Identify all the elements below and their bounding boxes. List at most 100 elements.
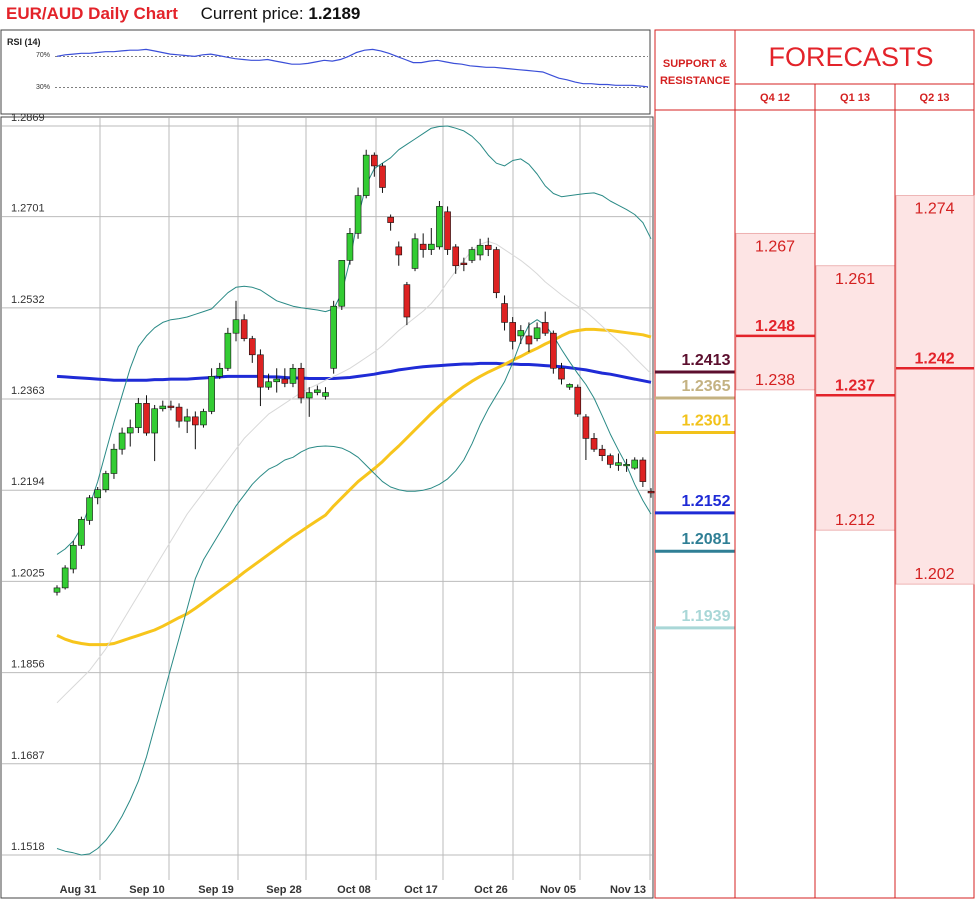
- candle-body: [192, 416, 199, 426]
- x-tick-label: Aug 31: [60, 884, 97, 896]
- forecast-low-label: 1.202: [914, 566, 954, 583]
- forecast-title: FORECASTS: [768, 42, 933, 72]
- current-price-label: Current price:: [200, 4, 304, 23]
- candle-body: [265, 381, 272, 388]
- candle-body: [615, 462, 622, 466]
- sr-panel: [654, 29, 736, 899]
- candle-body: [525, 335, 533, 345]
- forecast-low-label: 1.238: [755, 372, 795, 389]
- grid-layer: [2, 118, 652, 880]
- pair-title: EUR/AUD Daily Chart: [6, 4, 178, 23]
- candle-body: [78, 519, 85, 546]
- forecast-low-label: 1.212: [835, 512, 875, 529]
- forecast-range-box: [815, 265, 896, 531]
- candle-body: [102, 473, 110, 490]
- candle-body: [598, 448, 606, 456]
- candle-body: [493, 249, 500, 294]
- candles-layer: [53, 149, 655, 596]
- y-tick-label: 1.1518: [11, 841, 45, 853]
- forecast-high-label: 1.274: [914, 201, 954, 218]
- y-tick-label: 1.2363: [11, 385, 45, 397]
- rsi-tick-30: 30%: [36, 84, 50, 91]
- candle-body: [379, 165, 386, 188]
- candle-body: [550, 332, 557, 369]
- y-tick-label: 1.2532: [11, 294, 45, 306]
- candle-body: [411, 238, 419, 269]
- x-tick-label: Sep 10: [129, 884, 164, 896]
- sr-title-line1: SUPPORT &: [663, 58, 727, 70]
- sr-levels: 1.2413 1.2365 1.2301 1.2152 1.2081 1.1939: [655, 352, 735, 630]
- candle-body: [607, 455, 614, 465]
- price-panel: [0, 116, 654, 899]
- candle-body: [297, 367, 305, 399]
- candle-body: [436, 206, 443, 248]
- candle-body: [403, 284, 411, 318]
- candle-body: [232, 319, 240, 334]
- y-tick-label: 1.2194: [11, 476, 45, 488]
- candle-body: [216, 367, 224, 377]
- candle-body: [566, 384, 573, 388]
- forecast-col-header: Q4 12: [760, 92, 790, 104]
- candle-body: [484, 244, 492, 250]
- x-tick-label: Oct 08: [337, 884, 371, 896]
- rsi-panel: [0, 29, 651, 115]
- candle-body: [314, 389, 321, 393]
- forecast-mid-label: 1.237: [835, 377, 875, 394]
- forecast-col-header: Q2 13: [920, 92, 950, 104]
- candle-body: [574, 386, 582, 415]
- candle-body: [468, 249, 476, 261]
- y-tick-label: 1.2701: [11, 203, 45, 215]
- forecast-range-box: [735, 232, 816, 391]
- x-tick-label: Sep 28: [266, 884, 301, 896]
- indicator-line-3: [56, 125, 652, 555]
- y-tick-label: 1.1687: [11, 750, 45, 762]
- candle-body: [371, 154, 378, 167]
- candle-body: [183, 416, 191, 422]
- sr-title-line2: RESISTANCE: [660, 75, 730, 87]
- x-tick-label: Oct 17: [404, 884, 438, 896]
- y-tick-label: 1.1856: [11, 659, 45, 671]
- candle-body: [118, 432, 126, 450]
- forecast-high-label: 1.261: [835, 271, 875, 288]
- candle-body: [208, 376, 215, 412]
- rsi-layer: [55, 48, 649, 88]
- candle-body: [428, 243, 435, 250]
- forecast-mid-label: 1.248: [755, 318, 795, 335]
- candle-body: [94, 489, 101, 499]
- candle-body: [631, 459, 639, 469]
- candle-body: [623, 464, 630, 467]
- x-tick-label: Sep 19: [198, 884, 233, 896]
- forecast-mid-label: 1.242: [914, 350, 954, 367]
- sr-level-label: 1.2413: [682, 352, 731, 369]
- candle-body: [460, 262, 468, 265]
- candle-body: [330, 305, 337, 369]
- x-tick-label: Oct 26: [474, 884, 508, 896]
- candle-body: [224, 332, 232, 369]
- candle-body: [558, 367, 565, 380]
- rsi-line: [56, 48, 649, 88]
- candle-body: [53, 587, 61, 593]
- candle-body: [582, 416, 590, 439]
- sr-level-label: 1.2152: [682, 493, 731, 510]
- current-price-value: 1.2189: [308, 4, 361, 23]
- candle-body: [110, 448, 118, 474]
- candle-body: [533, 327, 541, 339]
- candle-body: [387, 216, 394, 223]
- forecast-columns: Q4 12 1.267 1.248 1.238 Q1 13 1.261 1.237 1.212…: [735, 84, 975, 898]
- y-tick-label: 1.2869: [11, 112, 45, 124]
- candle-body: [338, 260, 346, 307]
- candle-body: [69, 544, 77, 570]
- candle-body: [135, 403, 142, 428]
- candle-body: [395, 246, 403, 256]
- candle-body: [354, 195, 362, 234]
- candle-body: [126, 427, 134, 434]
- forecast-high-label: 1.267: [755, 238, 795, 255]
- candle-body: [639, 459, 647, 482]
- x-ticks: Aug 31 Sep 10 Sep 19 Sep 28 Oct 08 Oct 17 Oct …: [60, 884, 646, 896]
- candle-body: [346, 233, 354, 261]
- candle-body: [281, 378, 289, 384]
- candle-body: [200, 411, 207, 426]
- y-tick-label: 1.2025: [11, 567, 45, 579]
- candle-body: [501, 303, 508, 323]
- rsi-title: RSI (14): [7, 37, 41, 47]
